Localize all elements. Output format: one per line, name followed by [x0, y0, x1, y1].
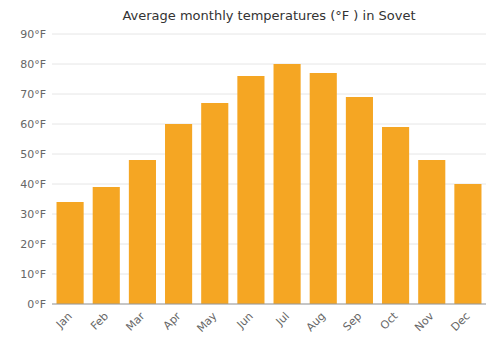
x-tick-label: Apr	[161, 309, 184, 332]
grid-line	[52, 304, 486, 305]
bar	[454, 184, 481, 304]
x-tick-label: Mar	[123, 309, 147, 333]
x-tick-label: Jan	[53, 310, 75, 332]
bar	[418, 160, 445, 304]
x-tick-label: May	[194, 309, 220, 335]
bar	[310, 73, 337, 304]
grid-line	[52, 124, 486, 125]
y-tick-label: 90°F	[20, 28, 46, 41]
grid-line	[52, 64, 486, 65]
bar	[201, 103, 228, 304]
bars	[57, 64, 482, 304]
y-tick-label: 0°F	[27, 298, 46, 311]
y-tick-label: 60°F	[20, 118, 46, 131]
grid-line	[52, 34, 486, 35]
grid-line	[52, 154, 486, 155]
bar	[346, 97, 373, 304]
x-tick-label: Sep	[340, 310, 364, 334]
x-axis-line	[52, 304, 486, 305]
bar	[237, 76, 264, 304]
bar	[165, 124, 192, 304]
y-tick-label: 80°F	[20, 58, 46, 71]
y-tick-label: 10°F	[20, 268, 46, 281]
x-tick-label: Jul	[273, 310, 292, 329]
chart: Average monthly temperatures (°F ) in So…	[0, 0, 500, 350]
x-tick-label: Nov	[412, 309, 437, 334]
y-tick-label: 30°F	[20, 208, 46, 221]
x-tick-label: Dec	[449, 310, 473, 334]
x-tick-label: Oct	[378, 309, 401, 332]
grid-line	[52, 94, 486, 95]
y-axis: 0°F 10°F 20°F 30°F 40°F 50°F 60°F 70°F 80°F 90°F	[20, 28, 486, 311]
bar	[93, 187, 120, 304]
bar	[129, 160, 156, 304]
x-tick-label: Feb	[88, 310, 111, 333]
title: Average monthly temperatures (°F ) in So…	[122, 8, 415, 23]
x-tick-label: Aug	[304, 310, 328, 334]
y-tick-label: 40°F	[20, 178, 46, 191]
y-tick-label: 70°F	[20, 88, 46, 101]
bar	[57, 202, 84, 304]
bar	[274, 64, 301, 304]
bar	[382, 127, 409, 304]
y-tick-label: 20°F	[20, 238, 46, 251]
x-axis: Jan Feb Mar Apr May Jun Jul Aug Sep Oct Nov Dec	[53, 309, 473, 335]
y-tick-label: 50°F	[20, 148, 46, 161]
x-tick-label: Jun	[234, 310, 256, 332]
